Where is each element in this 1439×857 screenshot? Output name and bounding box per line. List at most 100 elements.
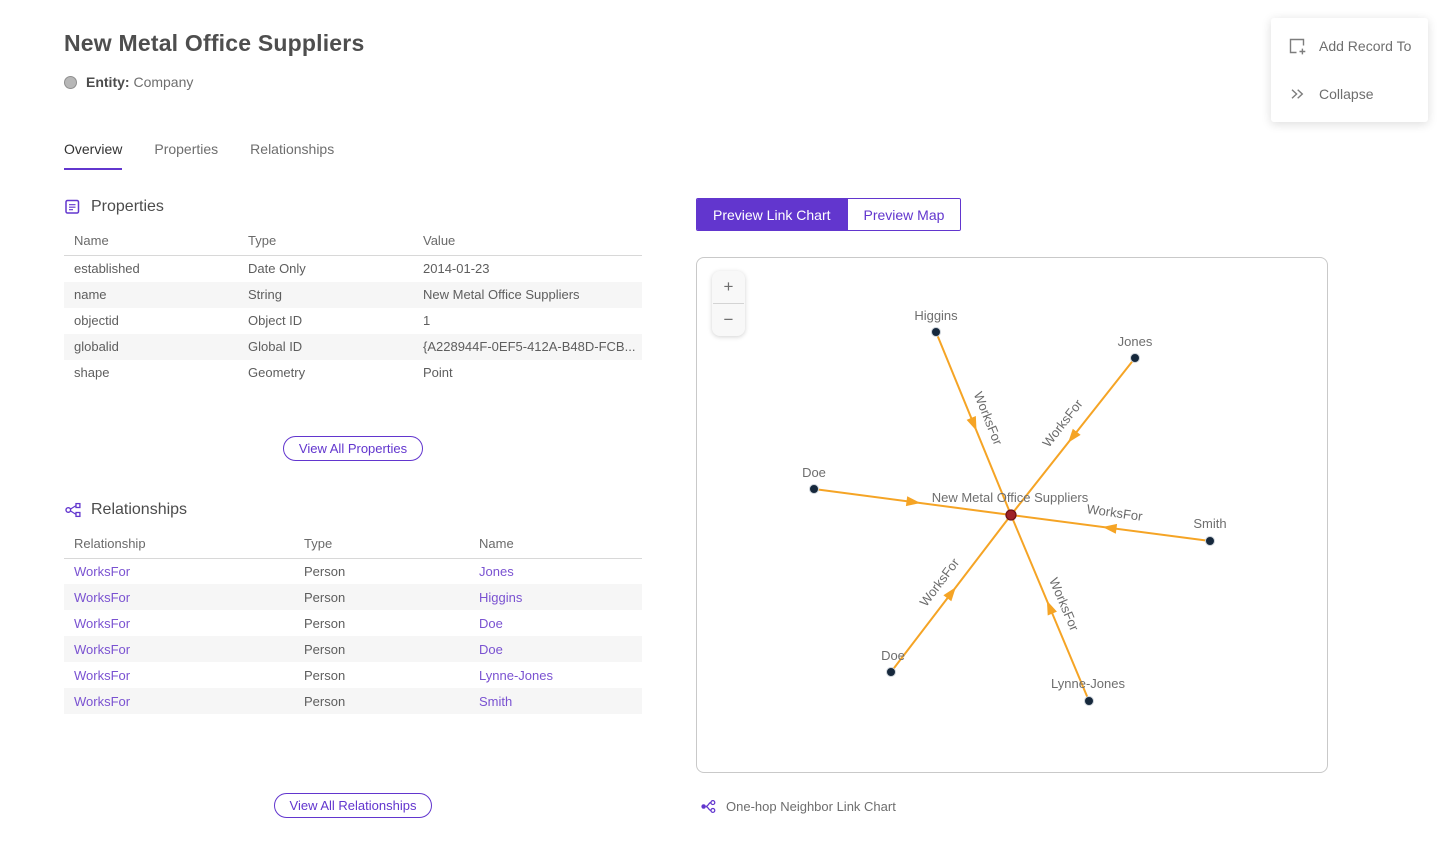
relationships-table: Relationship Type Name WorksFor Person Jon…: [64, 535, 642, 714]
edge-label: WorksFor: [1086, 501, 1144, 524]
double-chevron-right-icon: [1291, 89, 1304, 99]
edge-label: WorksFor: [917, 555, 963, 609]
table-link-cell[interactable]: Doe: [479, 641, 503, 657]
tab-bar: Overview Properties Relationships: [64, 141, 334, 170]
person-node[interactable]: [809, 484, 819, 494]
table-cell: shape: [74, 365, 110, 380]
table-link-cell[interactable]: Smith: [479, 693, 513, 709]
table-link-cell[interactable]: Doe: [479, 615, 503, 631]
person-node[interactable]: [1205, 536, 1215, 546]
table-link-cell[interactable]: WorksFor: [74, 693, 131, 709]
properties-icon: [65, 199, 80, 214]
tab-properties[interactable]: Properties: [154, 141, 219, 157]
edge-arrow-icon: [1102, 523, 1118, 534]
center-node[interactable]: [1005, 509, 1017, 521]
edge-arrow-icon: [1068, 428, 1081, 443]
table-row: WorksFor Person Doe: [64, 636, 642, 662]
table-cell: {A228944F-0EF5-412A-B48D-FCB...: [423, 339, 636, 354]
node-label: Jones: [1118, 334, 1153, 349]
table-cell: Date Only: [248, 261, 306, 277]
table-cell: Person: [304, 563, 346, 579]
table-cell: objectid: [74, 313, 119, 328]
edge-label: WorksFor: [971, 389, 1006, 447]
properties-section-title: Properties: [91, 198, 164, 215]
table-link-cell[interactable]: WorksFor: [74, 667, 131, 683]
table-link-cell[interactable]: WorksFor: [74, 589, 131, 605]
zoom-out-button[interactable]: −: [712, 304, 745, 336]
add-record-icon: [1289, 38, 1306, 55]
link-chart-icon: [701, 800, 716, 813]
table-row: WorksFor Person Higgins: [64, 584, 642, 610]
table-cell: globalid: [74, 339, 119, 354]
node-label: Doe: [881, 648, 905, 663]
link-chart-panel: + − WorksFor WorksFor WorksFor WorksFor Work…: [696, 257, 1328, 773]
table-row: name String New Metal Office Suppliers: [64, 281, 642, 308]
edge-arrow-icon: [943, 587, 956, 602]
column-header: Value: [413, 233, 642, 256]
view-all-properties-button[interactable]: View All Properties: [282, 435, 424, 461]
edge-arrow-icon: [905, 496, 921, 507]
table-link-cell[interactable]: Higgins: [479, 589, 523, 605]
table-row: objectid Object ID 1: [64, 308, 642, 334]
edge-arrow-icon: [1046, 600, 1057, 616]
column-header: Type: [294, 535, 469, 559]
table-row: WorksFor Person Doe: [64, 610, 642, 636]
table-link-cell[interactable]: Jones: [479, 563, 514, 579]
person-node[interactable]: [1084, 696, 1094, 706]
preview-link-chart-button[interactable]: Preview Link Chart: [697, 199, 847, 230]
table-link-cell[interactable]: WorksFor: [74, 641, 131, 657]
table-row: shape Geometry Point: [64, 360, 642, 386]
table-cell: Person: [304, 667, 346, 683]
node-label: Lynne-Jones: [1051, 676, 1125, 691]
person-node[interactable]: [1130, 353, 1140, 363]
tab-overview[interactable]: Overview: [64, 141, 123, 170]
table-cell: Person: [304, 615, 346, 631]
chart-caption: One-hop Neighbor Link Chart: [726, 799, 896, 814]
table-cell: Person: [304, 641, 346, 657]
table-row: WorksFor Person Smith: [64, 688, 642, 714]
table-cell: Global ID: [248, 339, 303, 354]
table-row: globalid Global ID {A228944F-0EF5-412A-B48…: [64, 333, 642, 360]
column-header: Relationship: [64, 535, 294, 559]
center-node-label: New Metal Office Suppliers: [932, 490, 1089, 505]
preview-column: Preview Link Chart Preview Map + − Works…: [696, 198, 1330, 815]
relationships-section-title: Relationships: [91, 500, 188, 518]
entity-type-icon: [64, 75, 77, 89]
menu-item-collapse[interactable]: Collapse: [1271, 70, 1428, 118]
table-row: WorksFor Person Jones: [64, 558, 642, 584]
relationships-table-body: WorksFor Person Jones WorksFor Person Higgins…: [64, 558, 642, 714]
record-details-column: Properties Name Type Value established Da…: [64, 188, 642, 818]
tab-relationships[interactable]: Relationships: [250, 141, 335, 157]
person-node[interactable]: [931, 327, 941, 337]
link-chart-svg[interactable]: WorksFor WorksFor WorksFor WorksFor WorksFor…: [697, 258, 1327, 772]
menu-item-label: Add Record To: [1319, 38, 1412, 54]
table-row: established Date Only 2014-01-23: [64, 256, 642, 282]
table-link-cell[interactable]: WorksFor: [74, 615, 131, 631]
table-link-cell[interactable]: Lynne-Jones: [479, 667, 553, 683]
entity-label: Entity:: [86, 74, 130, 90]
zoom-control: + −: [712, 271, 745, 336]
zoom-in-button[interactable]: +: [712, 271, 745, 303]
table-cell: Geometry: [248, 365, 306, 380]
node-label: Smith: [1193, 516, 1226, 531]
table-cell: established: [74, 261, 140, 277]
view-all-relationships-button[interactable]: View All Relationships: [273, 793, 433, 818]
menu-item-add-record-to[interactable]: Add Record To: [1271, 22, 1428, 70]
divider: [713, 303, 744, 304]
column-header: Name: [64, 233, 238, 256]
node-label: Higgins: [914, 308, 958, 323]
column-header: Type: [238, 233, 413, 256]
page-title: New Metal Office Suppliers: [64, 30, 365, 56]
table-row: WorksFor Person Lynne-Jones: [64, 662, 642, 688]
preview-map-button[interactable]: Preview Map: [846, 199, 961, 230]
table-cell: Object ID: [248, 313, 303, 328]
table-link-cell[interactable]: WorksFor: [74, 563, 131, 579]
table-cell: 2014-01-23: [423, 261, 490, 277]
properties-table: Name Type Value established Date Only 2014…: [64, 233, 642, 386]
entity-type-row: Entity: Company: [64, 74, 193, 90]
column-header: Name: [469, 535, 642, 559]
person-node[interactable]: [886, 667, 896, 677]
node-label: Doe: [802, 465, 826, 480]
table-cell: Person: [304, 693, 346, 709]
table-cell: Person: [304, 589, 346, 605]
